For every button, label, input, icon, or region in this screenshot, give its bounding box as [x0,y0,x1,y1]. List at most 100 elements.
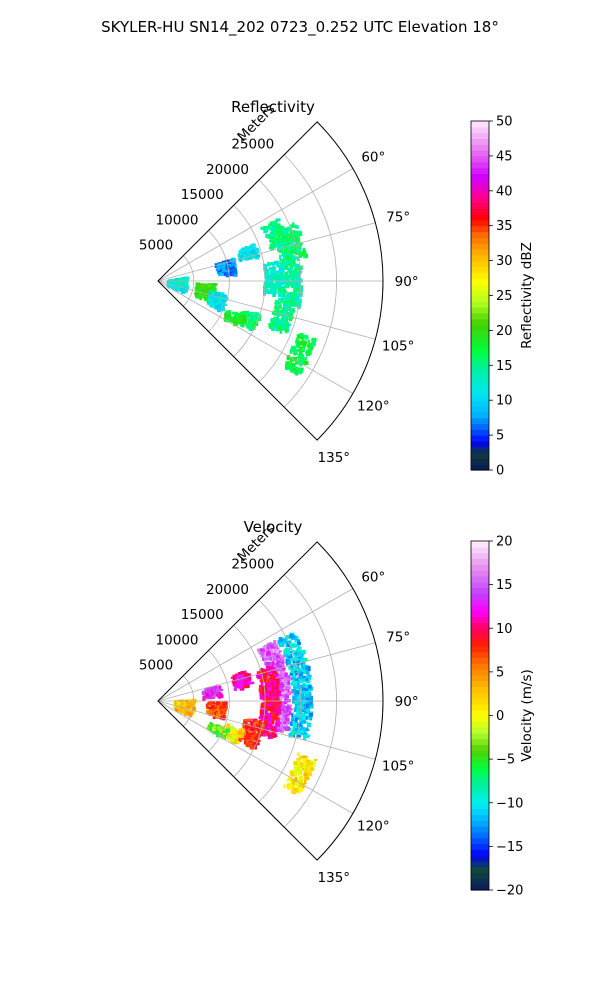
data-speck [196,284,200,287]
data-speck [278,287,282,292]
data-speck [225,310,230,314]
data-speck [305,721,308,724]
data-speck [287,252,292,256]
data-speck [219,710,223,715]
colorbar-segment [471,721,489,728]
data-speck [219,292,225,295]
data-speck [255,725,261,730]
data-speck [273,655,278,660]
panel-title: Velocity [244,518,303,536]
data-speck [271,670,274,673]
data-speck [292,222,295,225]
data-speck [302,677,307,682]
data-speck [292,668,298,671]
data-speck [296,690,300,695]
data-speck [305,697,310,700]
data-speck [195,282,201,285]
data-speck [264,713,270,716]
data-speck [305,691,309,695]
data-speck [302,250,307,255]
data-speck [234,687,237,691]
data-speck [216,295,220,300]
data-speck [298,679,303,684]
data-speck [297,341,302,346]
data-speck [241,684,247,688]
data-cell [166,276,190,294]
data-speck [292,723,298,729]
data-speck [281,275,285,280]
data-speck [300,655,304,661]
data-speck [259,719,262,722]
data-speck [206,710,211,715]
data-speck [299,364,303,367]
data-speck [305,671,310,675]
data-speck [301,782,306,786]
data-speck [278,319,281,323]
data-speck [275,323,279,326]
colorbar-segment [471,150,489,157]
data-speck [287,312,291,317]
colorbar-segment [471,132,489,140]
data-speck [300,761,303,766]
colorbar-segment [471,808,489,815]
data-speck [281,679,285,683]
data-speck [262,668,265,672]
data-speck [261,721,267,726]
data-speck [238,728,244,731]
data-speck [274,646,277,652]
colorbar-segment [471,698,489,705]
data-speck [249,244,254,247]
data-speck [272,732,277,738]
data-speck [281,694,284,699]
data-speck [286,363,291,369]
data-speck [282,694,286,698]
data-speck [216,732,221,738]
colorbar-segment [471,802,489,810]
colorbar-segment [471,831,489,839]
data-speck [264,697,269,701]
data-speck [296,767,301,772]
colorbar-segment [471,458,489,465]
data-speck [283,727,288,731]
data-speck [227,733,231,737]
data-speck [285,721,290,725]
data-speck [266,727,269,732]
data-speck [241,674,245,678]
data-speck [260,227,266,230]
colorbar-tick-label: 10 [496,394,513,409]
data-speck [278,275,283,278]
data-speck [280,269,285,272]
data-speck [270,711,273,716]
colorbar-segment [471,756,489,763]
data-speck [279,293,284,297]
data-speck [209,303,214,307]
data-field [166,218,317,376]
data-speck [216,712,221,717]
data-speck [258,688,263,693]
data-speck [270,318,274,323]
data-speck [203,693,206,696]
data-speck [177,706,181,710]
data-speck [304,699,309,704]
data-speck [295,703,298,707]
data-speck [250,254,256,259]
data-speck [308,685,312,689]
data-speck [263,728,267,733]
azimuth-tick-label: 120° [357,818,390,834]
data-speck [268,226,272,231]
data-speck [303,735,307,741]
data-speck [222,705,226,709]
colorbar-segment [471,144,489,151]
colorbar-segment [471,826,489,833]
colorbar-segment [471,855,489,862]
panel-title: Reflectivity [231,98,315,116]
data-speck [180,287,185,291]
data-speck [256,733,260,737]
data-speck [272,682,277,687]
data-speck [273,231,277,235]
data-speck [289,284,293,287]
data-speck [289,349,293,355]
colorbar-segment [471,231,489,238]
data-speck [261,732,264,735]
data-speck [208,295,212,299]
